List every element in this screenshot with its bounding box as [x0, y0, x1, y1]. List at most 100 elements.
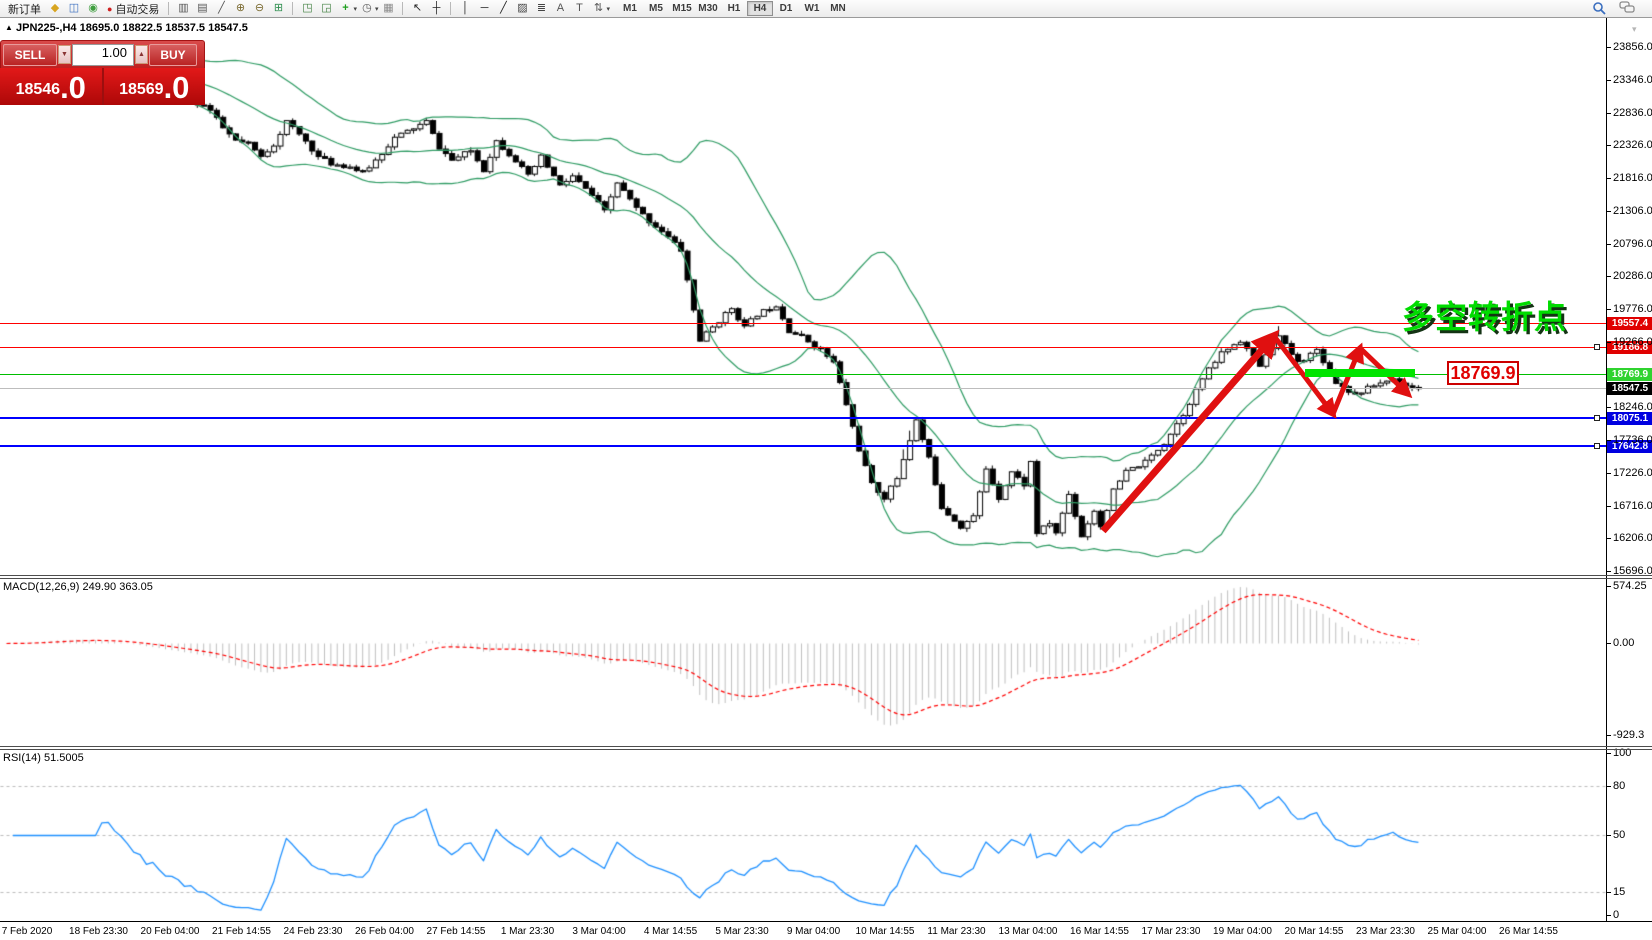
timeframe-h1-button[interactable]: H1: [727, 3, 741, 14]
timeframe-h4-button[interactable]: H4: [746, 1, 773, 16]
macd-tick: [1606, 735, 1611, 736]
price-tick: [1606, 440, 1611, 441]
line-anchor[interactable]: [1594, 443, 1600, 449]
price-tick: [1606, 506, 1611, 507]
date-label: 25 Mar 04:00: [1427, 926, 1487, 937]
new-order-button[interactable]: 新订单: [4, 1, 45, 17]
price-tick-label: 23856.0: [1613, 41, 1652, 53]
buy-price-panel[interactable]: 18569.0: [103, 68, 205, 105]
lot-increase-stepper[interactable]: ▲: [135, 45, 148, 64]
vertical-line-icon[interactable]: │: [462, 1, 469, 14]
lot-decrease-stepper[interactable]: ▼: [58, 45, 71, 64]
cursor-icon[interactable]: ↖: [412, 1, 423, 14]
sell-price-panel[interactable]: 18546.0: [0, 68, 102, 105]
chart-shift-icon[interactable]: ◲: [321, 1, 332, 14]
period-icon[interactable]: ◷: [362, 1, 372, 14]
terminals-icon[interactable]: ◫: [68, 1, 80, 14]
rsi-tick-label: 0: [1613, 909, 1620, 921]
auto-scroll-icon[interactable]: ◳: [302, 1, 313, 14]
price-tick: [1606, 211, 1611, 212]
date-axis-border: [0, 921, 1652, 922]
label-icon[interactable]: T: [576, 1, 583, 14]
current-price-line[interactable]: [0, 388, 1606, 389]
rsi-tick: [1606, 753, 1611, 754]
date-label: 23 Mar 23:30: [1356, 926, 1415, 937]
text-icon[interactable]: A: [556, 1, 565, 14]
timeframe-d1-button[interactable]: D1: [779, 3, 793, 14]
chart-corner-icon[interactable]: ▾: [1632, 24, 1637, 34]
crosshair-icon[interactable]: ┼: [432, 1, 441, 14]
arrows-icon[interactable]: ⇅: [593, 1, 604, 14]
collapse-panel-icon[interactable]: ▲: [5, 23, 13, 32]
timeframe-m15-button[interactable]: M15: [672, 3, 692, 14]
pivot-price-tag[interactable]: 18769.9: [1447, 361, 1519, 385]
date-label: 27 Feb 14:55: [426, 926, 486, 937]
date-label: 11 Mar 23:30: [927, 926, 986, 937]
tile-windows-icon[interactable]: ⊞: [273, 1, 284, 14]
zoom-in-icon[interactable]: ⊕: [235, 1, 246, 14]
one-click-trading-panel: SELL ▼ 1.00 ▲ BUY 18546.0 18569.0: [0, 40, 205, 105]
price-chart-canvas[interactable]: [0, 18, 1652, 940]
timeframe-m30-button[interactable]: M30: [698, 3, 718, 14]
price-tick-label: 17226.0: [1613, 467, 1652, 479]
date-label: 24 Feb 23:30: [283, 926, 343, 937]
bar-high: 18822.5: [122, 22, 163, 34]
chart-candles-icon[interactable]: ▤: [197, 1, 208, 14]
price-tick-label: 20796.0: [1613, 238, 1652, 250]
search-icon[interactable]: [1590, 1, 1608, 17]
sell-button[interactable]: SELL: [3, 43, 57, 66]
price-tick: [1606, 407, 1611, 408]
toolbar-separator: [402, 2, 404, 15]
chart-window: 19557.4 19186.8 18769.9 18547.5 18075.1 17642…: [0, 18, 1652, 940]
date-label: 20 Mar 14:55: [1284, 926, 1344, 937]
calendar-icon[interactable]: ▦: [383, 1, 394, 14]
toolbar-separator: [450, 2, 452, 15]
date-label: 17 Mar 23:30: [1141, 926, 1201, 937]
timeframe-m1-button[interactable]: M1: [623, 3, 637, 14]
pivot-highlight-segment[interactable]: [1305, 369, 1415, 377]
level-line-17642.8[interactable]: [0, 445, 1606, 447]
rsi-tick-label: 50: [1613, 829, 1626, 841]
line-anchor[interactable]: [1594, 344, 1600, 350]
timeframe-mn-button[interactable]: MN: [830, 3, 846, 14]
chart-bars-icon[interactable]: ▥: [178, 1, 189, 14]
trendline-icon[interactable]: ╱: [500, 1, 507, 14]
metaeditor-icon[interactable]: ◆: [50, 1, 60, 14]
horizontal-line-icon[interactable]: ─: [480, 1, 489, 14]
timeframe-m5-button[interactable]: M5: [649, 3, 663, 14]
level-line-18075.1[interactable]: [0, 417, 1606, 419]
price-chip-17642.8: 17642.8: [1607, 440, 1652, 453]
pane-separator[interactable]: [0, 575, 1652, 576]
date-label: 13 Mar 04:00: [998, 926, 1058, 937]
pane-separator[interactable]: [0, 749, 1652, 750]
signals-icon[interactable]: ◉: [88, 1, 98, 14]
level-line-19186.8[interactable]: [0, 347, 1606, 348]
pane-separator[interactable]: [0, 746, 1652, 747]
price-tick-label: 21816.0: [1613, 172, 1652, 184]
chat-icon[interactable]: [1618, 0, 1636, 17]
date-label: 26 Feb 04:00: [355, 926, 414, 937]
add-indicator-icon[interactable]: +: [342, 1, 349, 14]
lot-size-input[interactable]: 1.00: [72, 43, 134, 66]
date-label: 18 Feb 23:30: [69, 926, 128, 937]
chevron-down-icon[interactable]: ▾: [353, 5, 357, 13]
macd-tick: [1606, 643, 1611, 644]
symbol-name: JPN225-,H4: [15, 22, 77, 34]
price-tick: [1606, 473, 1611, 474]
autotrading-button[interactable]: ● 自动交易: [103, 1, 163, 17]
zoom-out-icon[interactable]: ⊖: [254, 1, 265, 14]
date-label: 21 Feb 14:55: [212, 926, 271, 937]
level-line-18769.9[interactable]: [0, 374, 1606, 375]
chevron-down-icon[interactable]: ▾: [606, 5, 610, 13]
channel-icon[interactable]: ▨: [517, 1, 528, 14]
level-line-19557.4[interactable]: [0, 323, 1606, 324]
buy-price-pip: .0: [163, 70, 190, 105]
timeframe-w1-button[interactable]: W1: [804, 3, 820, 14]
chevron-down-icon[interactable]: ▾: [374, 5, 379, 13]
buy-button[interactable]: BUY: [149, 43, 197, 66]
line-anchor[interactable]: [1594, 415, 1600, 421]
price-chip-18075.1: 18075.1: [1607, 412, 1652, 425]
chart-line-icon[interactable]: ╱: [218, 1, 225, 14]
fibonacci-icon[interactable]: ≣: [536, 1, 547, 14]
pane-separator[interactable]: [0, 578, 1652, 579]
